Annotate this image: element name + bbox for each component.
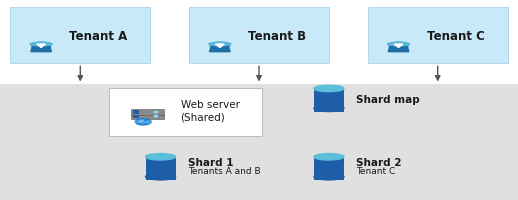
Text: Tenant B: Tenant B (248, 30, 306, 42)
Polygon shape (209, 45, 230, 52)
Ellipse shape (314, 154, 344, 160)
FancyBboxPatch shape (134, 111, 139, 114)
Circle shape (135, 119, 151, 125)
Text: Tenant C: Tenant C (426, 30, 484, 42)
Circle shape (154, 116, 157, 117)
Text: Shard 2: Shard 2 (356, 157, 401, 167)
Circle shape (388, 43, 408, 50)
FancyBboxPatch shape (131, 110, 164, 115)
Polygon shape (215, 45, 224, 48)
Polygon shape (388, 45, 409, 52)
Circle shape (154, 112, 157, 113)
Polygon shape (31, 45, 51, 52)
FancyBboxPatch shape (131, 114, 164, 119)
Text: Shard 1: Shard 1 (188, 157, 233, 167)
Ellipse shape (209, 43, 231, 47)
FancyBboxPatch shape (134, 115, 139, 118)
Ellipse shape (314, 174, 344, 180)
Ellipse shape (314, 106, 344, 112)
Circle shape (210, 43, 229, 50)
Ellipse shape (387, 43, 410, 47)
Ellipse shape (146, 174, 176, 180)
Circle shape (31, 43, 51, 50)
FancyBboxPatch shape (189, 8, 329, 64)
Text: Shard map: Shard map (356, 94, 420, 104)
Circle shape (139, 121, 143, 122)
FancyBboxPatch shape (10, 8, 150, 64)
FancyBboxPatch shape (0, 85, 518, 200)
FancyBboxPatch shape (314, 157, 344, 180)
Text: Tenants A and B: Tenants A and B (188, 166, 260, 175)
FancyBboxPatch shape (314, 89, 344, 112)
Text: Tenant A: Tenant A (69, 30, 127, 42)
Ellipse shape (30, 43, 52, 47)
FancyBboxPatch shape (109, 89, 262, 136)
Polygon shape (37, 45, 46, 48)
Ellipse shape (146, 154, 176, 160)
Text: Web server: Web server (181, 99, 240, 109)
Ellipse shape (314, 86, 344, 92)
Polygon shape (394, 45, 403, 48)
Text: (Shared): (Shared) (181, 112, 225, 122)
FancyBboxPatch shape (368, 8, 508, 64)
FancyBboxPatch shape (146, 157, 176, 180)
Text: Tenant C: Tenant C (356, 166, 395, 175)
